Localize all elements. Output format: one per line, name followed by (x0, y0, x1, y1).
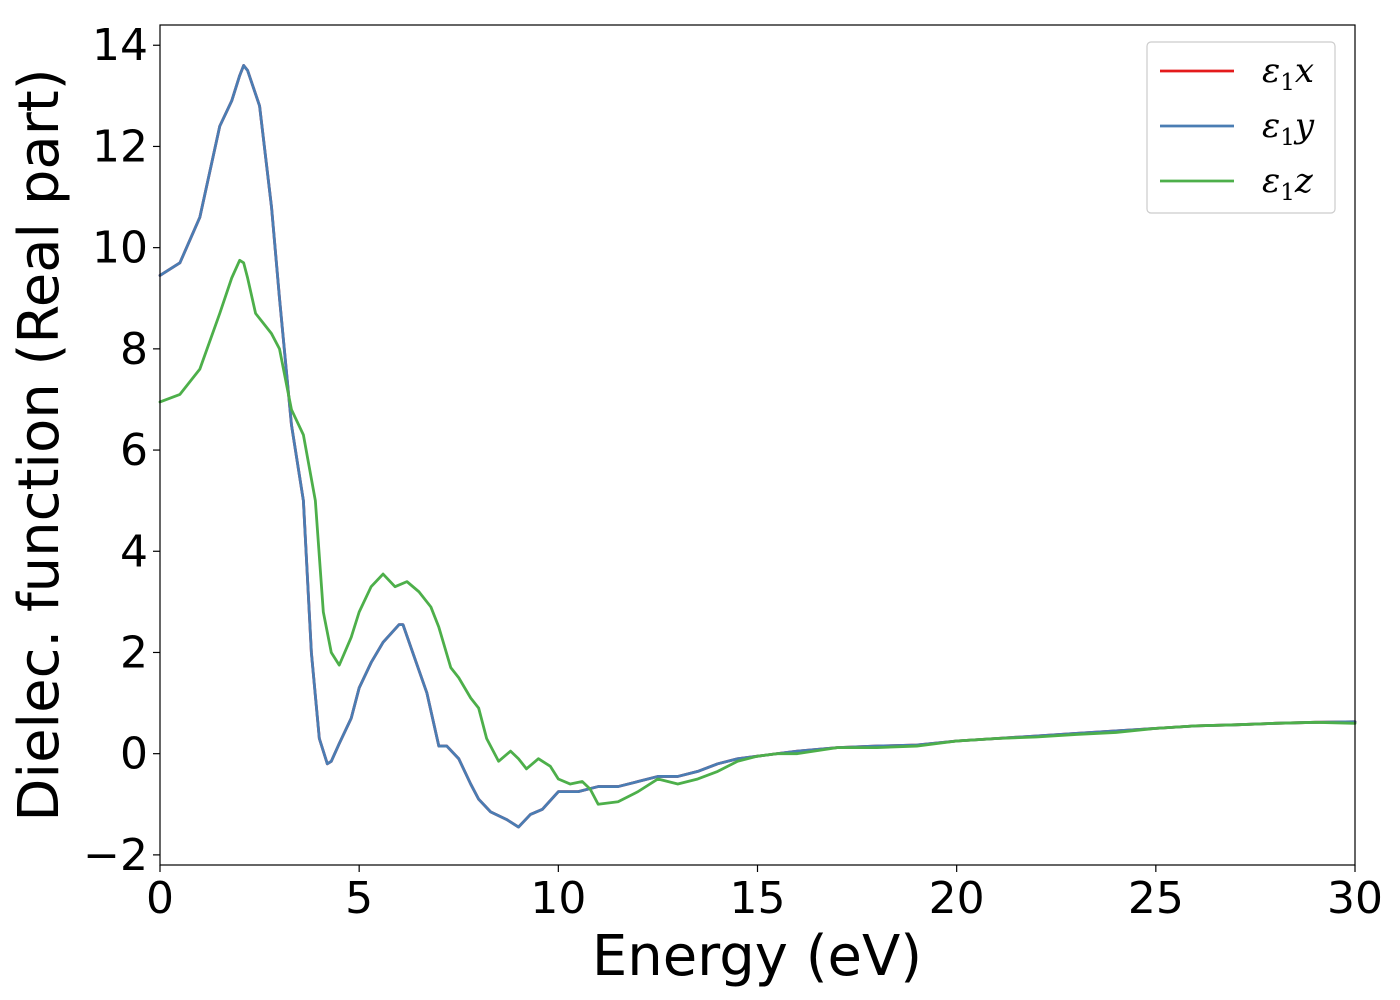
series-layer (158, 64, 1357, 829)
series-line-z (158, 258, 1357, 806)
x-tick-label: 15 (730, 873, 786, 924)
x-axis-ticks: 0 5 10 15 20 25 30 (146, 865, 1383, 924)
legend-entries: ε1x ε1y ε1z (1160, 51, 1315, 206)
legend-label-y: ε1y (1262, 106, 1315, 151)
y-tick-label: 0 (120, 729, 148, 780)
y-tick-label: −2 (83, 830, 148, 881)
y-tick-label: 8 (120, 324, 148, 375)
x-tick-label: 30 (1327, 873, 1383, 924)
x-axis-label: Energy (eV) (592, 924, 922, 989)
legend: ε1x ε1y ε1z (1146, 41, 1336, 214)
y-axis-ticks: −2 0 2 4 6 8 10 12 14 (83, 20, 160, 881)
y-axis-label: Dielec. function (Real part) (7, 68, 72, 821)
y-tick-label: 4 (120, 526, 148, 577)
y-tick-label: 6 (120, 425, 148, 476)
x-tick-label: 25 (1128, 873, 1184, 924)
legend-label-z: ε1z (1262, 161, 1314, 206)
x-tick-label: 10 (530, 873, 586, 924)
y-tick-label: 14 (92, 20, 148, 71)
x-tick-label: 0 (146, 873, 174, 924)
x-tick-label: 5 (345, 873, 373, 924)
y-tick-label: 12 (92, 121, 148, 172)
y-tick-label: 10 (92, 223, 148, 274)
y-tick-label: 2 (120, 627, 148, 678)
legend-label-x: ε1x (1262, 51, 1314, 96)
x-tick-label: 20 (929, 873, 985, 924)
legend-box (1146, 41, 1336, 214)
